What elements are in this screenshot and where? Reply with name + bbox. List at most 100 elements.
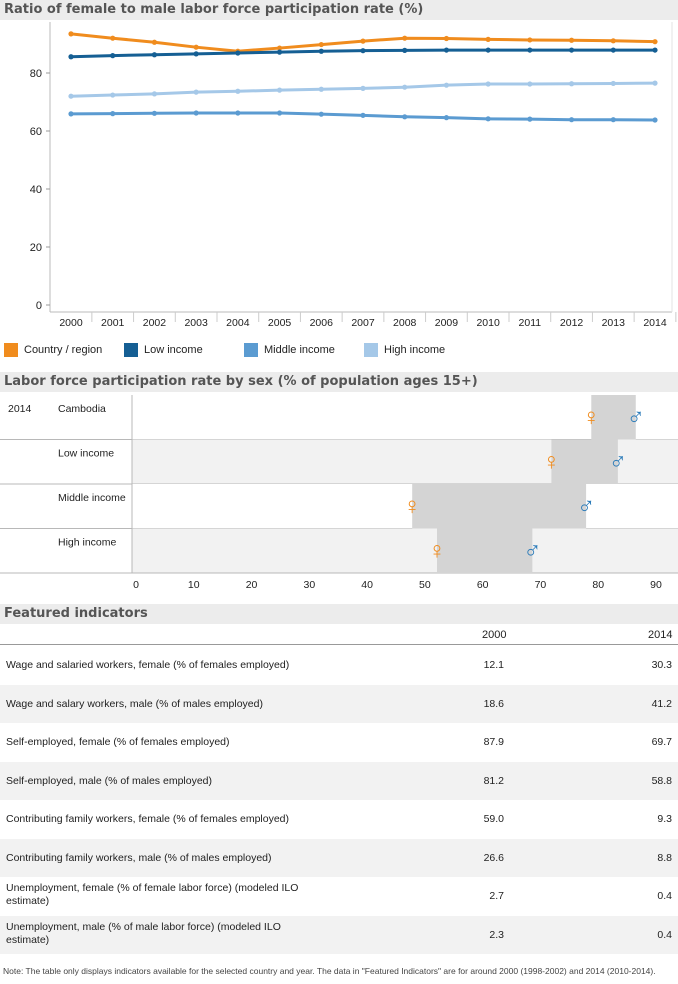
row-background [132, 528, 678, 573]
male-marker[interactable]: ♂ [523, 538, 541, 565]
data-point[interactable] [568, 47, 575, 53]
data-point[interactable] [151, 39, 158, 45]
data-point[interactable] [318, 41, 324, 48]
data-point[interactable] [443, 35, 450, 42]
data-point[interactable] [360, 38, 366, 44]
data-point[interactable] [110, 111, 116, 117]
data-point[interactable] [527, 37, 533, 43]
data-point[interactable] [235, 50, 241, 56]
data-point[interactable] [193, 44, 199, 50]
data-point[interactable] [485, 36, 491, 42]
data-point[interactable] [68, 111, 74, 117]
data-point[interactable] [652, 80, 658, 86]
x-tick-label: 2013 [602, 317, 626, 329]
range-bar[interactable] [591, 395, 636, 440]
data-point[interactable] [318, 111, 324, 117]
data-point[interactable] [193, 110, 199, 116]
x-tick-label: 60 [477, 579, 489, 591]
data-point[interactable] [360, 48, 366, 54]
data-point[interactable] [568, 37, 575, 43]
data-point[interactable] [276, 49, 283, 55]
female-marker[interactable]: ♀ [582, 404, 600, 431]
legend-item[interactable]: Low income [124, 343, 203, 357]
data-point[interactable] [402, 84, 408, 90]
data-point[interactable] [443, 82, 450, 88]
data-point[interactable] [568, 117, 575, 123]
data-point[interactable] [360, 85, 366, 91]
range-bar[interactable] [437, 528, 533, 574]
data-point[interactable] [151, 91, 158, 97]
data-point[interactable] [610, 47, 616, 53]
data-point[interactable] [68, 31, 74, 37]
value-2000: 18.6 [483, 697, 504, 710]
data-point[interactable] [318, 86, 324, 92]
data-point[interactable] [151, 52, 158, 58]
data-point[interactable] [652, 47, 658, 53]
data-point[interactable] [110, 92, 116, 98]
x-tick-label: 2007 [351, 317, 375, 329]
x-tick-label: 90 [650, 579, 662, 591]
data-point[interactable] [402, 114, 408, 120]
data-point[interactable] [276, 45, 283, 51]
data-point[interactable] [68, 93, 74, 99]
data-point[interactable] [610, 117, 616, 123]
row-background [132, 484, 678, 529]
data-point[interactable] [443, 115, 450, 121]
indicator-label: Unemployment, male (% of male labor forc… [6, 920, 281, 946]
data-point[interactable] [485, 116, 491, 122]
male-marker[interactable]: ♂ [609, 449, 627, 476]
legend-label: Low income [144, 344, 203, 356]
data-point[interactable] [235, 88, 241, 94]
x-tick-label: 40 [361, 579, 373, 591]
data-point[interactable] [610, 80, 616, 87]
range-bar[interactable] [412, 484, 587, 529]
female-marker[interactable]: ♀ [428, 538, 446, 565]
y-tick-label: 40 [30, 184, 42, 196]
range-row: Low income ♀ ♂ [0, 439, 678, 485]
data-point[interactable] [110, 53, 116, 59]
data-point[interactable] [402, 47, 408, 53]
data-point[interactable] [652, 39, 658, 45]
x-tick-label: 2001 [101, 317, 125, 329]
data-point[interactable] [193, 89, 199, 95]
value-2000: 59.0 [483, 813, 504, 825]
data-point[interactable] [360, 112, 366, 118]
data-point[interactable] [402, 35, 408, 41]
legend-item[interactable]: Country / region [4, 343, 102, 357]
data-point[interactable] [568, 81, 575, 87]
legend-item[interactable]: High income [364, 343, 445, 357]
legend-item[interactable]: Middle income [244, 343, 335, 357]
data-point[interactable] [527, 47, 533, 53]
data-point[interactable] [151, 110, 158, 116]
line-chart: 0 20 40 60 80 2000 2001 2002 2003 2004 2005 2006 20… [30, 22, 677, 329]
female-marker[interactable]: ♀ [542, 449, 560, 476]
data-point[interactable] [485, 81, 491, 87]
data-point[interactable] [610, 38, 616, 44]
indicator-label: Self-employed, female (% of females empl… [6, 736, 230, 748]
line-chart-title: Ratio of female to male labor force part… [0, 0, 678, 20]
data-point[interactable] [527, 116, 533, 122]
data-point[interactable] [110, 35, 116, 41]
female-marker[interactable]: ♀ [403, 493, 421, 520]
range-row: High income ♀ ♂ [0, 528, 678, 574]
male-marker[interactable]: ♂ [577, 493, 595, 520]
x-tick-label: 2008 [393, 317, 417, 329]
data-point[interactable] [485, 47, 491, 53]
data-point[interactable] [193, 51, 199, 57]
table-row: Unemployment, male (% of male labor forc… [0, 915, 678, 954]
data-point[interactable] [276, 110, 283, 116]
y-tick-label: 20 [30, 242, 42, 254]
range-bar[interactable] [551, 439, 618, 485]
data-point[interactable] [318, 48, 324, 54]
x-tick-label: 80 [592, 579, 604, 591]
data-point[interactable] [235, 110, 241, 116]
data-point[interactable] [527, 81, 533, 87]
indicator-label: Self-employed, male (% of males employed… [6, 774, 213, 787]
male-marker[interactable]: ♂ [627, 404, 645, 431]
data-point[interactable] [276, 87, 283, 93]
data-point[interactable] [652, 117, 658, 123]
value-2014: 58.8 [651, 774, 672, 787]
data-point[interactable] [68, 54, 74, 60]
y-tick-label: 80 [30, 68, 42, 80]
data-point[interactable] [443, 47, 450, 53]
